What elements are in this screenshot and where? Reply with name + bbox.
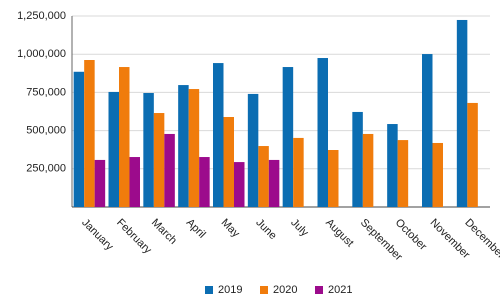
bar (119, 67, 130, 207)
bar (223, 117, 234, 207)
bar (268, 159, 280, 207)
bar (108, 91, 119, 207)
legend-swatch (205, 286, 213, 294)
bar (387, 124, 398, 207)
bar (467, 102, 478, 207)
bar (397, 140, 409, 207)
bar (234, 162, 245, 207)
bar (456, 19, 468, 208)
bar (328, 150, 339, 207)
y-tick-label: 250,000 (26, 163, 66, 175)
x-tick-label: May (219, 217, 243, 241)
bar (178, 85, 189, 207)
x-tick-label: April (184, 217, 208, 241)
y-tick-label: 500,000 (26, 125, 66, 137)
bar (143, 93, 154, 207)
bar (84, 60, 95, 207)
bar (94, 159, 106, 207)
x-tick-label: June (253, 217, 278, 242)
x-tick-label: July (288, 217, 311, 240)
x-tick-label: March (149, 217, 179, 247)
y-tick-label: 750,000 (26, 86, 66, 98)
bar (213, 63, 224, 207)
legend-swatch (315, 286, 323, 294)
legend-swatch (260, 286, 268, 294)
bar (282, 67, 294, 207)
bar (153, 113, 165, 207)
bar (352, 111, 363, 207)
legend-label: 2020 (273, 284, 297, 296)
y-tick-label: 1,000,000 (17, 48, 66, 60)
bar (247, 93, 259, 207)
bar (258, 146, 269, 207)
x-tick-label: January (79, 217, 116, 254)
bar (317, 58, 328, 207)
bar (129, 157, 140, 207)
bar (432, 142, 443, 207)
y-tick-label: 1,250,000 (17, 10, 66, 22)
bar (73, 71, 85, 207)
bar (362, 133, 374, 207)
x-tick-label: February (114, 217, 154, 257)
legend-label: 2021 (328, 284, 352, 296)
x-tick-label: August (323, 217, 356, 250)
bar (199, 157, 210, 207)
bar (188, 89, 200, 207)
legend-label: 2019 (218, 284, 242, 296)
bar (422, 54, 433, 208)
bar (293, 137, 304, 207)
bar (164, 133, 175, 207)
